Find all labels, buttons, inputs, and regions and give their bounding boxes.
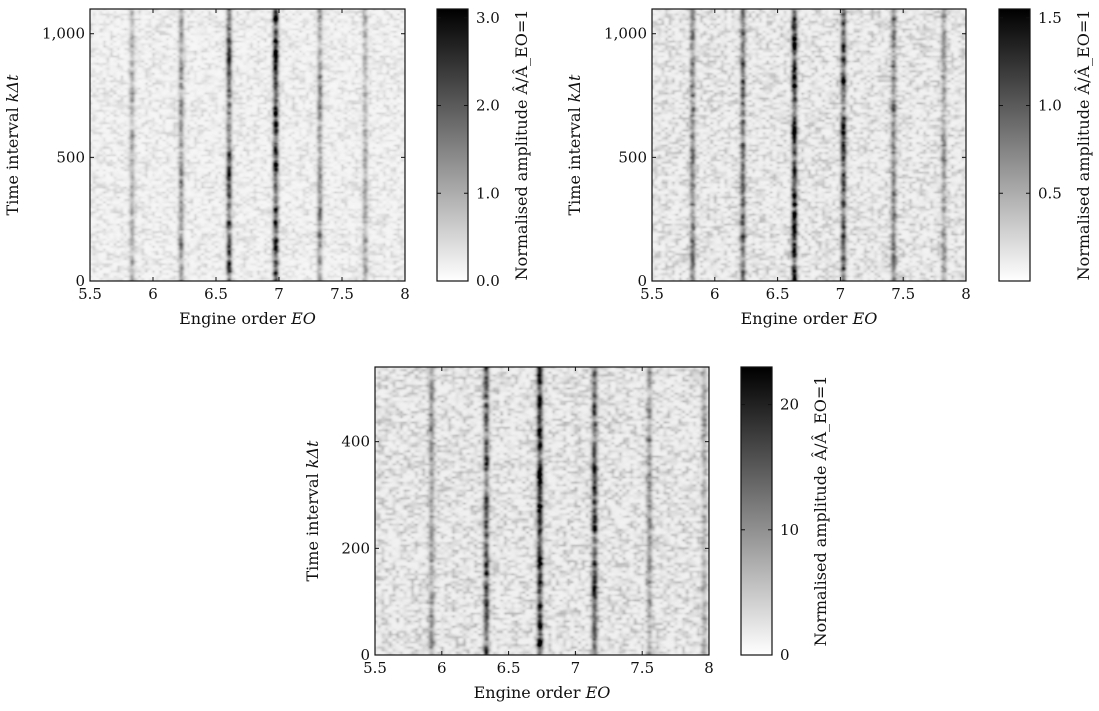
x-tick-label: 6 [148,285,158,303]
x-tick-label: 6.5 [497,659,521,677]
heatmap-image [652,9,966,281]
x-tick-label: 8 [400,285,410,303]
x-tick-label: 7 [274,285,284,303]
heatmap-image [375,367,709,655]
colorbar-tick-label: 10 [780,521,799,539]
y-axis-label: Time interval kΔt [3,74,22,216]
plot-frame [89,8,406,282]
plot-frame [374,366,710,656]
x-tick-label: 6.5 [766,285,790,303]
y-tick-label: 1,000 [42,25,85,43]
colorbar [998,8,1031,282]
colorbar-label: Normalised amplitude Â/Â_EO=1 [810,376,830,647]
x-axis-label: Engine order EO [741,309,878,328]
colorbar-tick-label: 1.0 [476,184,500,202]
colorbar-tick-label: 2.0 [476,97,500,115]
heatmap-image [90,9,405,281]
x-tick-label: 6.5 [204,285,228,303]
colorbar-tick-label: 1.0 [1038,97,1062,115]
colorbar [436,8,469,282]
colorbar [740,366,773,656]
y-tick-label: 0 [75,272,85,290]
y-tick-label: 200 [341,539,370,557]
colorbar-tick-label: 0.5 [1038,184,1062,202]
colorbar-label: Normalised amplitude Â/Â_EO=1 [511,10,531,281]
colorbar-label: Normalised amplitude Â/Â_EO=1 [1073,10,1093,281]
y-axis-label: Time interval kΔt [565,74,584,216]
x-tick-label: 7 [571,659,581,677]
x-tick-label: 5.5 [640,285,664,303]
plot-frame [651,8,967,282]
colorbar-tick-label: 0 [780,646,790,664]
x-tick-label: 5.5 [363,659,387,677]
colorbar-tick-label: 0.0 [476,272,500,290]
y-tick-label: 500 [56,148,85,166]
colorbar-tick-label: 1.5 [1038,9,1062,27]
x-tick-label: 7 [836,285,846,303]
y-tick-label: 500 [618,148,647,166]
y-tick-label: 0 [637,272,647,290]
x-tick-label: 7.5 [891,285,915,303]
y-tick-label: 400 [341,433,370,451]
x-tick-label: 6 [710,285,720,303]
x-tick-label: 7.5 [630,659,654,677]
colorbar-tick-label: 20 [780,396,799,414]
colorbar-tick-label: 3.0 [476,9,500,27]
x-tick-label: 5.5 [78,285,102,303]
heatmap-panel-2: 5.5 6 6.5 7 7.5 8 0 500 1,000 Engine order EO Time… [565,8,1093,328]
y-tick-label: 0 [360,646,370,664]
x-tick-label: 8 [704,659,714,677]
x-tick-label: 8 [961,285,971,303]
y-axis-label: Time interval kΔt [303,440,322,582]
y-tick-label: 1,000 [604,25,647,43]
heatmap-panel-1: 5.5 6 6.5 7 7.5 8 0 500 1,000 Engine order EO Time… [3,8,531,328]
x-axis-label: Engine order EO [474,683,611,702]
x-tick-label: 7.5 [330,285,354,303]
x-tick-label: 6 [437,659,447,677]
x-axis-label: Engine order EO [179,309,316,328]
